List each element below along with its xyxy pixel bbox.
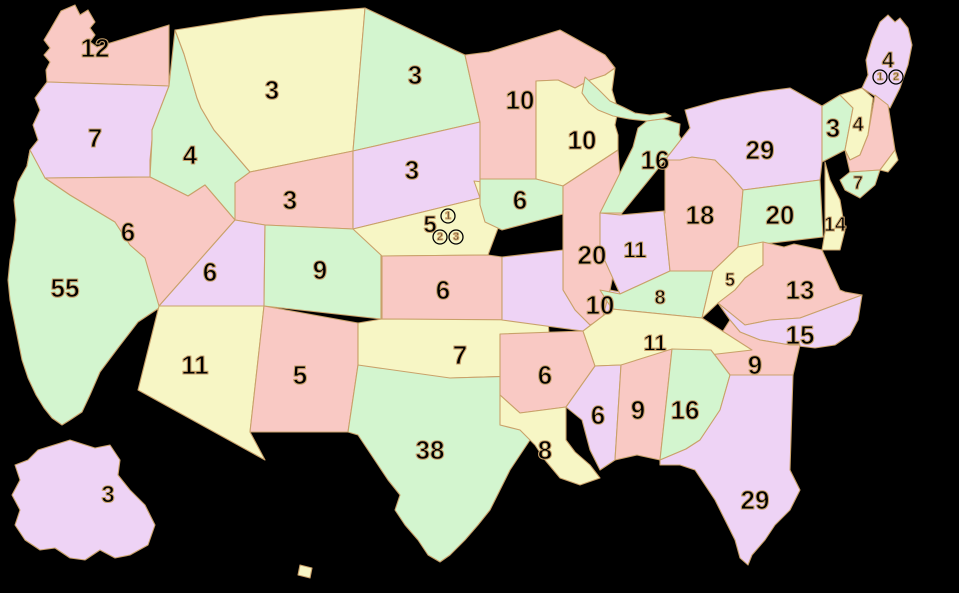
svg-text:3: 3 xyxy=(283,185,297,215)
svg-text:14: 14 xyxy=(824,214,847,236)
svg-text:2: 2 xyxy=(437,231,443,243)
svg-text:9: 9 xyxy=(313,255,327,285)
svg-text:38: 38 xyxy=(416,435,445,465)
svg-text:4: 4 xyxy=(852,114,864,136)
svg-text:16: 16 xyxy=(641,145,670,175)
svg-text:4: 4 xyxy=(183,140,198,170)
svg-text:16: 16 xyxy=(671,395,700,425)
svg-text:3: 3 xyxy=(826,113,840,143)
svg-text:15: 15 xyxy=(786,320,815,350)
svg-text:3: 3 xyxy=(453,231,459,243)
svg-text:13: 13 xyxy=(786,275,815,305)
svg-text:1: 1 xyxy=(445,210,451,222)
svg-text:6: 6 xyxy=(538,360,552,390)
svg-text:6: 6 xyxy=(203,257,217,287)
svg-text:20: 20 xyxy=(578,240,607,270)
svg-text:12: 12 xyxy=(81,33,110,63)
svg-text:6: 6 xyxy=(513,185,527,215)
svg-text:11: 11 xyxy=(623,238,646,263)
svg-text:5: 5 xyxy=(423,212,436,239)
svg-text:7: 7 xyxy=(453,340,467,370)
svg-text:18: 18 xyxy=(686,200,715,230)
svg-text:4: 4 xyxy=(882,48,895,73)
svg-text:3: 3 xyxy=(101,482,114,509)
svg-text:20: 20 xyxy=(766,200,795,230)
svg-text:29: 29 xyxy=(746,135,775,165)
svg-text:3: 3 xyxy=(265,75,279,105)
svg-text:10: 10 xyxy=(506,85,535,115)
svg-text:8: 8 xyxy=(654,287,665,309)
svg-text:10: 10 xyxy=(586,290,615,320)
svg-text:3: 3 xyxy=(405,155,419,185)
svg-text:6: 6 xyxy=(436,275,450,305)
svg-text:9: 9 xyxy=(748,350,762,380)
svg-text:10: 10 xyxy=(568,125,597,155)
svg-text:7: 7 xyxy=(88,123,102,153)
svg-text:7: 7 xyxy=(853,173,863,193)
svg-text:11: 11 xyxy=(181,350,209,380)
svg-text:6: 6 xyxy=(121,217,135,247)
svg-text:2: 2 xyxy=(893,71,899,83)
svg-text:6: 6 xyxy=(591,400,605,430)
svg-text:5: 5 xyxy=(725,270,735,290)
svg-text:5: 5 xyxy=(293,360,307,390)
svg-text:55: 55 xyxy=(51,273,80,303)
svg-text:29: 29 xyxy=(741,485,770,515)
svg-text:9: 9 xyxy=(631,395,645,425)
svg-text:1: 1 xyxy=(877,71,883,83)
svg-text:3: 3 xyxy=(408,60,422,90)
svg-text:11: 11 xyxy=(643,331,666,356)
svg-text:8: 8 xyxy=(538,435,552,465)
